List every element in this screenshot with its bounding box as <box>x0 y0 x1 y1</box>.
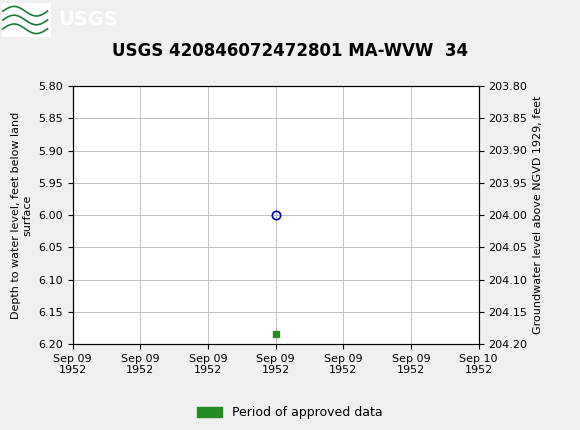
FancyBboxPatch shape <box>2 3 51 37</box>
Y-axis label: Groundwater level above NGVD 1929, feet: Groundwater level above NGVD 1929, feet <box>533 96 543 334</box>
Legend: Period of approved data: Period of approved data <box>197 406 383 419</box>
Y-axis label: Depth to water level, feet below land
surface: Depth to water level, feet below land su… <box>11 111 32 319</box>
Text: USGS 420846072472801 MA-WVW  34: USGS 420846072472801 MA-WVW 34 <box>112 42 468 60</box>
Text: USGS: USGS <box>58 10 118 30</box>
